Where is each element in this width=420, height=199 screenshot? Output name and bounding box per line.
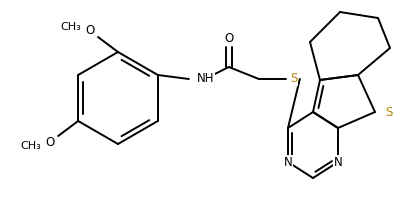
Text: N: N: [333, 155, 342, 169]
Text: CH₃: CH₃: [60, 22, 81, 32]
Text: O: O: [224, 32, 234, 46]
Text: S: S: [385, 105, 392, 118]
Text: CH₃: CH₃: [21, 141, 42, 151]
Text: S: S: [290, 72, 297, 86]
Text: N: N: [284, 155, 292, 169]
Text: NH: NH: [197, 72, 214, 86]
Text: O: O: [45, 137, 55, 149]
Text: O: O: [85, 23, 94, 36]
